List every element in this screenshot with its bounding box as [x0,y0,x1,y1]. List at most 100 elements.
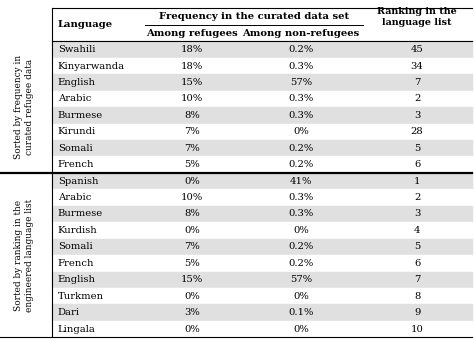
Bar [52,239,472,255]
Text: 0.3%: 0.3% [288,61,314,71]
Text: 0.2%: 0.2% [288,45,314,54]
Bar [52,25,145,41]
Text: 0.3%: 0.3% [288,193,314,202]
Bar [52,288,472,304]
Text: 0.2%: 0.2% [288,160,314,169]
Text: 18%: 18% [181,45,203,54]
Text: 9: 9 [414,308,420,317]
Text: 28: 28 [411,127,423,136]
Text: 57%: 57% [290,78,312,87]
Text: 0.3%: 0.3% [288,94,314,103]
Text: Burmese: Burmese [58,210,103,219]
Text: 7%: 7% [184,242,200,252]
Text: 0%: 0% [293,127,309,136]
Bar [52,74,472,91]
Text: 34: 34 [410,61,424,71]
Text: 2: 2 [414,94,420,103]
Text: 2: 2 [414,193,420,202]
Text: 0%: 0% [184,226,200,235]
Text: 5: 5 [414,242,420,252]
Text: 8%: 8% [184,210,200,219]
Text: Among non-refugees: Among non-refugees [242,28,360,38]
Text: 10%: 10% [181,94,203,103]
Text: 3: 3 [414,210,420,219]
Text: Among refugees: Among refugees [146,28,238,38]
Bar [52,189,472,206]
Text: Lingala: Lingala [58,324,96,334]
Text: 4: 4 [414,226,420,235]
Bar [52,321,472,337]
Text: Turkmen: Turkmen [58,292,104,301]
Bar [52,124,472,140]
Text: 0.1%: 0.1% [288,308,314,317]
Text: 0.3%: 0.3% [288,210,314,219]
Text: 0.2%: 0.2% [288,144,314,153]
Text: Swahili: Swahili [58,45,95,54]
Bar [363,25,472,41]
Bar [145,25,239,41]
Text: 1: 1 [414,177,420,186]
Bar [145,8,239,25]
Bar [239,25,363,41]
Text: French: French [58,160,94,169]
Bar [52,206,472,222]
Text: French: French [58,259,94,268]
Text: 0%: 0% [293,292,309,301]
Bar [52,140,472,157]
Text: Kinyarwanda: Kinyarwanda [58,61,125,71]
Text: 10%: 10% [181,193,203,202]
Text: 5%: 5% [184,160,200,169]
Bar [52,272,472,288]
Text: 41%: 41% [290,177,312,186]
Text: Sorted by ranking in the
engineered language list: Sorted by ranking in the engineered lang… [14,199,34,312]
Bar [52,157,472,173]
Bar [239,8,363,25]
Text: Somali: Somali [58,144,92,153]
Text: 45: 45 [410,45,424,54]
Text: 0.2%: 0.2% [288,259,314,268]
Text: 0%: 0% [184,292,200,301]
Text: 7: 7 [414,78,420,87]
Bar [52,107,472,124]
Text: 18%: 18% [181,61,203,71]
Bar [52,304,472,321]
Text: Language: Language [58,20,113,29]
Text: Somali: Somali [58,242,92,252]
Text: Frequency in the curated data set: Frequency in the curated data set [158,12,349,21]
Text: 3: 3 [414,111,420,120]
Bar [52,8,145,25]
Text: 7: 7 [414,275,420,284]
Text: Sorted by frequency in
curated refugee data: Sorted by frequency in curated refugee d… [14,55,34,159]
Bar [52,255,472,272]
Text: 7%: 7% [184,127,200,136]
Text: 57%: 57% [290,275,312,284]
Text: 7%: 7% [184,144,200,153]
Text: 15%: 15% [181,275,203,284]
Text: 5: 5 [414,144,420,153]
Text: 0%: 0% [184,324,200,334]
Bar [52,91,472,107]
Text: Spanish: Spanish [58,177,98,186]
Text: Dari: Dari [58,308,80,317]
Text: 6: 6 [414,160,420,169]
Text: Arabic: Arabic [58,94,91,103]
Text: 5%: 5% [184,259,200,268]
Text: 0%: 0% [293,324,309,334]
Text: Kirundi: Kirundi [58,127,96,136]
Bar [363,8,472,25]
Bar [52,41,472,58]
Text: 8%: 8% [184,111,200,120]
Text: 0%: 0% [293,226,309,235]
Text: 0%: 0% [184,177,200,186]
Bar [52,173,472,189]
Text: 0.3%: 0.3% [288,111,314,120]
Bar [52,58,472,74]
Text: Burmese: Burmese [58,111,103,120]
Text: 15%: 15% [181,78,203,87]
Text: Kurdish: Kurdish [58,226,98,235]
Bar [52,222,472,239]
Text: Arabic: Arabic [58,193,91,202]
Text: 8: 8 [414,292,420,301]
Text: English: English [58,78,96,87]
Text: 10: 10 [410,324,424,334]
